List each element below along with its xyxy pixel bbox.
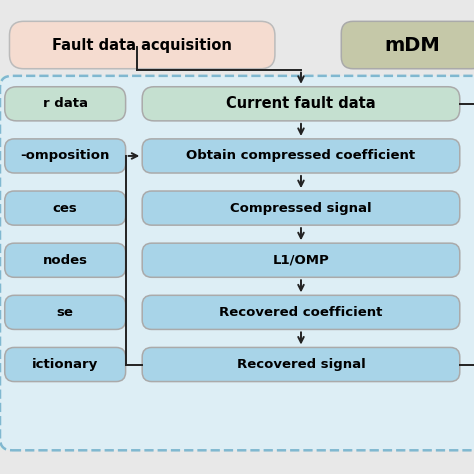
FancyBboxPatch shape [341, 21, 474, 69]
Text: r data: r data [43, 97, 88, 110]
FancyBboxPatch shape [5, 295, 126, 329]
FancyBboxPatch shape [142, 87, 460, 121]
Text: ces: ces [53, 201, 78, 215]
FancyBboxPatch shape [142, 347, 460, 382]
FancyBboxPatch shape [5, 243, 126, 277]
FancyBboxPatch shape [0, 76, 474, 450]
FancyBboxPatch shape [5, 347, 126, 382]
FancyBboxPatch shape [142, 295, 460, 329]
Text: -omposition: -omposition [20, 149, 110, 163]
Text: Obtain compressed coefficient: Obtain compressed coefficient [186, 149, 416, 163]
FancyBboxPatch shape [9, 21, 275, 69]
FancyBboxPatch shape [5, 87, 126, 121]
Text: se: se [57, 306, 73, 319]
FancyBboxPatch shape [0, 76, 135, 450]
Text: L1/OMP: L1/OMP [273, 254, 329, 267]
FancyBboxPatch shape [142, 243, 460, 277]
Text: Recovered coefficient: Recovered coefficient [219, 306, 383, 319]
FancyBboxPatch shape [142, 139, 460, 173]
Text: Fault data acquisition: Fault data acquisition [52, 37, 232, 53]
Text: Recovered signal: Recovered signal [237, 358, 365, 371]
Text: ictionary: ictionary [32, 358, 98, 371]
Text: mDM: mDM [384, 36, 440, 55]
Text: Compressed signal: Compressed signal [230, 201, 372, 215]
FancyBboxPatch shape [142, 191, 460, 225]
FancyBboxPatch shape [5, 139, 126, 173]
FancyBboxPatch shape [5, 191, 126, 225]
Text: Current fault data: Current fault data [226, 96, 376, 111]
Text: nodes: nodes [43, 254, 88, 267]
